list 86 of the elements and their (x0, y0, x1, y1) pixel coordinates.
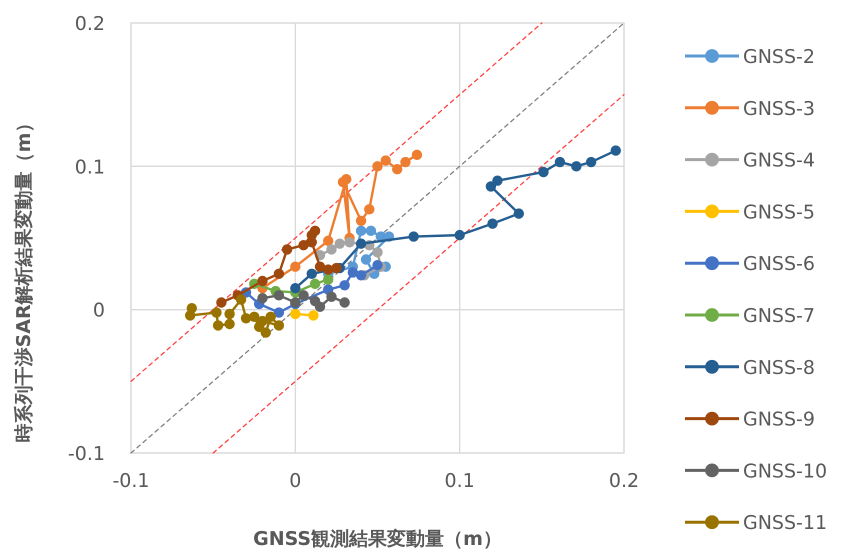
y-tick-label: 0.2 (74, 13, 105, 35)
y-tick-label: 0.1 (74, 156, 105, 178)
point (274, 307, 284, 318)
legend-label: GNSS-2 (743, 46, 816, 68)
point (224, 318, 235, 330)
point (298, 240, 309, 250)
point (306, 268, 317, 280)
point (211, 307, 222, 318)
point (610, 145, 621, 156)
y-tick-label: -0.1 (68, 443, 105, 465)
point (356, 226, 366, 236)
point (257, 316, 268, 326)
point (323, 236, 334, 246)
point (586, 156, 596, 168)
point (314, 302, 326, 312)
point (372, 161, 383, 172)
legend-label: GNSS-7 (743, 305, 816, 327)
point (356, 270, 366, 280)
point (348, 267, 358, 278)
point (290, 308, 301, 320)
point (308, 310, 319, 321)
legend-label: GNSS-8 (743, 356, 816, 379)
point (224, 308, 235, 320)
point (338, 176, 348, 188)
point (212, 320, 224, 331)
legend-label: GNSS-3 (743, 98, 816, 120)
point (274, 268, 284, 280)
y-tick-label: 0 (92, 300, 105, 322)
point (339, 280, 350, 290)
point (290, 282, 301, 294)
legend-label: GNSS-4 (743, 150, 816, 172)
point (310, 278, 320, 290)
point (184, 310, 196, 321)
point (326, 244, 337, 255)
point (571, 161, 582, 172)
point (392, 164, 402, 174)
point (310, 226, 320, 236)
x-tick-label: 0.2 (608, 470, 640, 492)
point (514, 208, 524, 219)
x-axis-title: GNSS観測結果変動量（m） (253, 528, 502, 550)
point (538, 166, 549, 178)
legend-label: GNSS-9 (743, 408, 816, 431)
point (265, 312, 276, 322)
point (356, 238, 366, 249)
point (331, 262, 342, 274)
point (372, 260, 383, 270)
legend-label: GNSS-5 (743, 201, 816, 224)
point (408, 231, 419, 242)
point (249, 312, 260, 322)
x-tick-label: -0.1 (112, 470, 150, 492)
point (298, 290, 309, 301)
legend-label: GNSS-10 (743, 460, 828, 482)
point (216, 297, 227, 308)
point (274, 290, 284, 301)
point (236, 294, 246, 305)
point (486, 181, 496, 192)
point (454, 230, 465, 240)
point (314, 261, 326, 272)
point (356, 216, 366, 226)
point (412, 150, 422, 160)
point (492, 175, 503, 186)
point (380, 155, 391, 166)
point (372, 247, 383, 258)
point (366, 226, 376, 236)
y-axis-title: 時系列干渉SAR解析結果変動量（m） (13, 114, 35, 442)
point (344, 237, 355, 248)
point (400, 156, 411, 168)
point (339, 297, 350, 308)
x-tick-label: 0 (289, 470, 302, 492)
point (257, 293, 268, 304)
point (290, 261, 301, 272)
point (487, 218, 498, 229)
point (360, 254, 372, 265)
point (282, 244, 292, 255)
point (257, 276, 268, 286)
point (334, 238, 345, 249)
point (554, 156, 566, 168)
point (274, 320, 284, 331)
point (326, 292, 337, 302)
point (306, 237, 317, 248)
point (364, 204, 374, 215)
legend-label: GNSS-6 (743, 253, 816, 276)
point (323, 274, 334, 285)
point (260, 327, 271, 338)
x-tick-label: 0.1 (444, 470, 475, 492)
legend-label: GNSS-11 (743, 512, 828, 534)
